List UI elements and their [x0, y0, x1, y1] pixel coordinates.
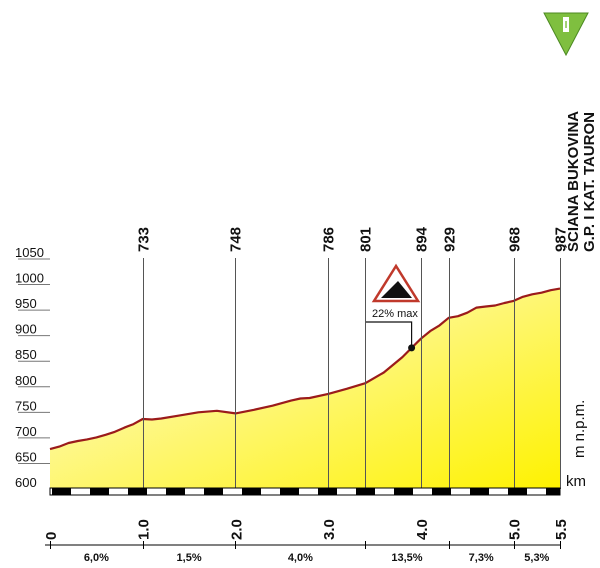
- axis-dash: [508, 488, 527, 495]
- category-badge: I: [543, 12, 589, 57]
- x-tick-labels: 0 1.0 2.0 3.0 4.0 5.0 5.5: [43, 519, 570, 540]
- climb-point: [408, 344, 416, 352]
- axis-dash: [90, 488, 109, 495]
- axis-dash: [432, 488, 451, 495]
- x-axis: [49, 487, 561, 496]
- category-badge-icon: [543, 12, 589, 57]
- climb-max-label: 22% max: [372, 308, 418, 320]
- segment-grade-label: 1,5%: [177, 552, 202, 564]
- y-tick-labels: 1050 1000 950 900 850 800 750 700 650 600: [15, 245, 44, 490]
- axis-dash: [546, 488, 560, 495]
- elevation-label: 801: [358, 227, 375, 252]
- axis-dash: [280, 488, 299, 495]
- y-tick-label: 750: [15, 398, 37, 413]
- elevation-label: 968: [507, 227, 524, 252]
- x-tick-label: 2.0: [228, 519, 245, 540]
- y-tick-label: 950: [15, 296, 37, 311]
- x-tick-label: 3.0: [321, 519, 338, 540]
- elevation-label: 987: [553, 227, 570, 252]
- climb-callout: 22% max: [366, 263, 421, 352]
- finish-label-line-1: ŚCIANA BUKOVINA: [564, 111, 582, 252]
- axis-dash: [318, 488, 337, 495]
- x-tick-label: 4.0: [414, 519, 431, 540]
- elevation-label: 733: [136, 227, 153, 252]
- y-tick-label: 850: [15, 347, 37, 362]
- y-unit-label: m n.p.m.: [571, 400, 588, 458]
- y-gridlines: [18, 258, 50, 464]
- climb-ramp-icon: [381, 281, 412, 298]
- axis-dash: [204, 488, 223, 495]
- profile-area: [49, 287, 561, 489]
- category-badge-label: I: [565, 20, 568, 31]
- elevation-label: 748: [228, 227, 245, 252]
- y-tick-label: 900: [15, 322, 37, 337]
- x-tick-label: 5.0: [507, 519, 524, 540]
- profile-fill: [50, 288, 560, 489]
- finish-label: ŚCIANA BUKOVINA G.P. I KAT. TAURON: [564, 111, 598, 252]
- axis-dash: [128, 488, 147, 495]
- segment-grade-label: 13,5%: [391, 552, 422, 564]
- climb-leader-line: [366, 321, 413, 348]
- axis-dash: [470, 488, 489, 495]
- elevation-label: 786: [321, 227, 338, 252]
- x-tick-label: 0: [43, 532, 60, 540]
- axis-dash: [166, 488, 185, 495]
- segment-grade-label: 5,3%: [524, 552, 549, 564]
- x-tick-label: 1.0: [136, 519, 153, 540]
- y-tick-label: 1050: [15, 245, 44, 260]
- y-tick-label: 800: [15, 373, 37, 388]
- profile-line: [49, 287, 561, 451]
- elevation-label: 929: [442, 227, 459, 252]
- elevation-label: 894: [414, 226, 431, 252]
- y-tick-label: 700: [15, 424, 37, 439]
- gradient-segments: 6,0% 1,5% 4,0% 13,5% 7,3% 5,3%: [45, 541, 561, 564]
- x-unit-label: km: [566, 473, 586, 490]
- finish-label-line-2: G.P. I KAT. TAURON: [581, 112, 598, 252]
- segment-grade-label: 6,0%: [84, 552, 109, 564]
- y-tick-label: 650: [15, 449, 37, 464]
- axis-dash: [394, 488, 413, 495]
- segment-grade-label: 7,3%: [469, 552, 494, 564]
- axis-dash: [356, 488, 375, 495]
- x-tick-label: 5.5: [553, 519, 570, 540]
- y-tick-label: 600: [15, 475, 37, 490]
- y-tick-label: 1000: [15, 271, 44, 286]
- km-markers: 733 748 786 801 894 929 968 987: [136, 226, 570, 489]
- segment-grade-label: 4,0%: [288, 552, 313, 564]
- axis-dash: [52, 488, 71, 495]
- axis-dash: [242, 488, 261, 495]
